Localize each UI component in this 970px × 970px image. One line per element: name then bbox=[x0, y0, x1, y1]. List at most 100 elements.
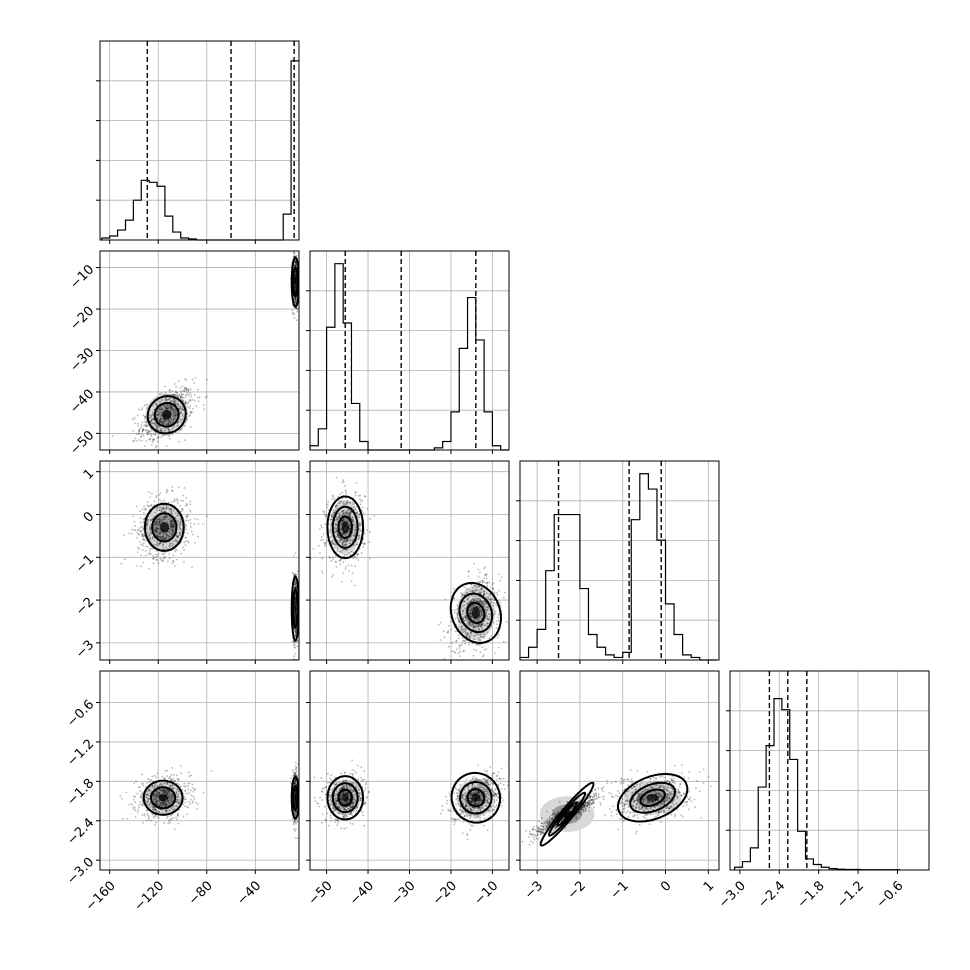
sample-point bbox=[159, 557, 162, 560]
sample-point bbox=[336, 532, 339, 535]
sample-point bbox=[338, 559, 341, 562]
sample-point bbox=[332, 542, 335, 545]
sample-point bbox=[152, 787, 155, 790]
sample-point bbox=[161, 553, 164, 556]
sample-point bbox=[343, 485, 346, 488]
sample-point bbox=[353, 532, 356, 535]
sample-point bbox=[467, 609, 470, 612]
sample-point bbox=[294, 301, 297, 304]
sample-point bbox=[143, 505, 146, 508]
sample-point bbox=[182, 815, 185, 818]
sample-point bbox=[469, 605, 472, 608]
sample-point bbox=[163, 537, 165, 540]
sample-point bbox=[355, 807, 357, 810]
sample-point bbox=[171, 544, 174, 547]
sample-point bbox=[141, 430, 144, 433]
sample-point bbox=[165, 417, 168, 420]
sample-point bbox=[481, 627, 483, 630]
sample-point bbox=[169, 818, 172, 821]
sample-point bbox=[475, 629, 478, 632]
sample-point bbox=[497, 619, 500, 622]
sample-point bbox=[155, 802, 158, 805]
sample-point bbox=[158, 420, 161, 423]
sample-point bbox=[474, 595, 477, 598]
sample-point bbox=[172, 787, 175, 790]
sample-point bbox=[163, 406, 166, 408]
sample-point bbox=[159, 542, 161, 545]
sample-point bbox=[155, 528, 157, 530]
sample-point bbox=[161, 803, 164, 805]
sample-point bbox=[335, 516, 338, 519]
sample-point bbox=[494, 612, 496, 615]
sample-point bbox=[172, 780, 175, 782]
panel-content bbox=[111, 251, 299, 450]
sample-point bbox=[165, 418, 167, 420]
sample-point bbox=[295, 820, 297, 823]
sample-point bbox=[157, 436, 159, 438]
sample-point bbox=[152, 808, 155, 811]
sample-point bbox=[480, 587, 483, 590]
sample-point bbox=[323, 545, 326, 547]
sample-point bbox=[165, 408, 168, 410]
sample-point bbox=[158, 784, 161, 787]
sample-point bbox=[159, 520, 161, 523]
sample-point bbox=[479, 636, 482, 638]
sample-point bbox=[152, 558, 155, 561]
sample-point bbox=[294, 793, 297, 796]
sample-point bbox=[141, 526, 143, 528]
sample-point bbox=[345, 501, 348, 504]
sample-point bbox=[493, 598, 496, 601]
sample-point bbox=[171, 525, 173, 527]
sample-point bbox=[335, 560, 338, 563]
sample-point bbox=[175, 793, 178, 796]
sample-point bbox=[294, 603, 297, 606]
sample-point bbox=[159, 420, 162, 423]
sample-point bbox=[294, 279, 297, 282]
sample-point bbox=[470, 594, 473, 597]
sample-point bbox=[156, 528, 159, 531]
sample-point bbox=[144, 539, 146, 542]
sample-point bbox=[162, 536, 165, 539]
sample-point bbox=[294, 276, 297, 279]
sample-point bbox=[338, 500, 340, 502]
sample-point bbox=[155, 793, 158, 795]
sample-point bbox=[154, 511, 157, 514]
sample-point bbox=[194, 788, 197, 791]
sample-point bbox=[342, 529, 344, 532]
sample-point bbox=[335, 803, 338, 806]
sample-point bbox=[190, 530, 193, 533]
sample-point bbox=[149, 786, 152, 789]
sample-point bbox=[482, 594, 485, 597]
sample-point bbox=[142, 535, 144, 538]
sample-point bbox=[481, 624, 483, 626]
sample-point bbox=[165, 398, 167, 401]
sample-point bbox=[164, 790, 167, 792]
sample-point bbox=[168, 820, 171, 823]
sample-point bbox=[168, 795, 171, 798]
sample-point bbox=[463, 640, 466, 643]
sample-point bbox=[172, 412, 175, 415]
sample-point bbox=[342, 531, 345, 534]
sample-point bbox=[167, 518, 170, 521]
sample-point bbox=[163, 791, 166, 794]
sample-point bbox=[471, 598, 474, 601]
sample-point bbox=[488, 593, 491, 595]
sample-point bbox=[342, 525, 345, 528]
sample-point bbox=[179, 517, 181, 520]
sample-point bbox=[462, 610, 465, 613]
sample-point bbox=[170, 417, 172, 420]
sample-point bbox=[362, 814, 365, 817]
sample-point bbox=[358, 534, 360, 537]
sample-point bbox=[294, 596, 297, 599]
sample-point bbox=[163, 794, 166, 797]
sample-point bbox=[480, 624, 482, 627]
sample-point bbox=[173, 805, 175, 808]
sample-point bbox=[294, 617, 297, 620]
sample-point bbox=[320, 539, 323, 542]
sample-point bbox=[292, 822, 295, 824]
sample-point bbox=[342, 530, 345, 533]
sample-point bbox=[294, 774, 296, 776]
sample-point bbox=[146, 501, 149, 503]
sample-point bbox=[162, 796, 165, 799]
sample-point bbox=[162, 413, 165, 416]
